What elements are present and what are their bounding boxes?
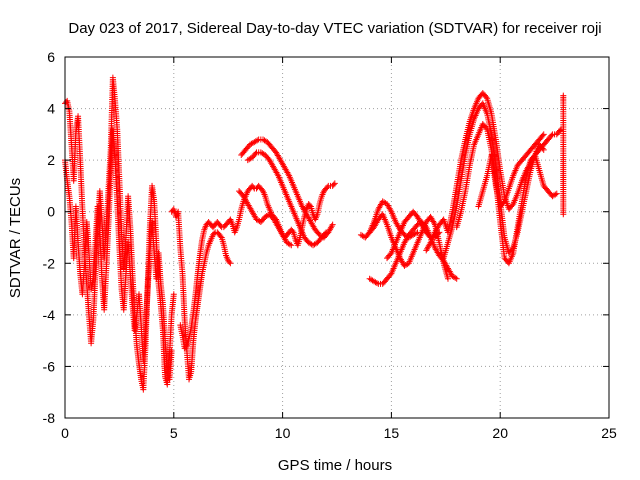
- data-point: [500, 199, 507, 206]
- data-point: [483, 93, 490, 100]
- series-track: [244, 149, 330, 249]
- data-point: [288, 242, 295, 249]
- data-point: [330, 181, 337, 188]
- data-point: [452, 274, 459, 281]
- y-tick-label: 2: [47, 152, 55, 168]
- data-point: [373, 280, 380, 287]
- data-point: [453, 275, 460, 282]
- series-track: [560, 92, 567, 218]
- data-point: [552, 191, 559, 198]
- x-axis-title: GPS time / hours: [278, 457, 392, 474]
- y-tick-label: -6: [43, 358, 56, 374]
- data-point: [329, 221, 336, 228]
- y-tick-label: 4: [47, 101, 55, 117]
- data-point: [540, 146, 547, 153]
- data-points: [62, 74, 567, 393]
- series-track: [168, 206, 234, 383]
- data-point: [548, 132, 555, 139]
- chart-title: Day 023 of 2017, Sidereal Day-to-day VTE…: [68, 20, 601, 37]
- data-point: [226, 258, 233, 265]
- y-tick-label: 0: [47, 204, 55, 220]
- x-axis: 0 5 10 15 20 25: [61, 57, 617, 441]
- data-point: [560, 211, 567, 218]
- y-tick-label: -2: [43, 255, 56, 271]
- series-track: [177, 180, 338, 352]
- y-axis-title: SDTVAR / TECUs: [7, 178, 24, 298]
- y-tick-label: -8: [43, 410, 56, 426]
- data-point: [168, 347, 175, 354]
- x-tick-label: 10: [275, 425, 291, 441]
- x-tick-label: 15: [384, 425, 400, 441]
- data-point: [182, 344, 189, 351]
- data-point: [217, 233, 224, 240]
- x-tick-label: 20: [492, 425, 508, 441]
- data-point: [539, 145, 546, 152]
- data-point: [258, 186, 265, 193]
- plot-frame: [64, 56, 610, 419]
- y-axis: -8 -6 -4 -2 0 2 4 6: [43, 49, 609, 426]
- series-track: [62, 74, 177, 393]
- series-track: [357, 198, 421, 241]
- data-point: [540, 131, 547, 138]
- data-point: [414, 229, 421, 236]
- data-point: [365, 230, 372, 237]
- data-point: [254, 137, 261, 144]
- data-point: [289, 228, 296, 235]
- series-track: [475, 131, 547, 210]
- x-tick-label: 5: [170, 425, 178, 441]
- y-tick-label: -4: [43, 307, 56, 323]
- data-point: [306, 202, 313, 209]
- series-track: [366, 211, 451, 282]
- data-point: [322, 230, 329, 237]
- data-point: [509, 202, 516, 209]
- series-track: [62, 126, 175, 383]
- x-tick-label: 0: [61, 425, 69, 441]
- grid-lines: [65, 57, 609, 418]
- data-point: [413, 230, 420, 237]
- x-tick-label: 25: [601, 425, 617, 441]
- data-point: [252, 150, 259, 157]
- data-point: [227, 260, 234, 267]
- data-point: [553, 190, 560, 197]
- data-point: [387, 251, 394, 258]
- data-point: [539, 132, 546, 139]
- y-tick-label: 6: [47, 49, 55, 65]
- data-point: [331, 180, 338, 187]
- data-point: [324, 184, 331, 191]
- data-point: [323, 229, 330, 236]
- data-point: [444, 275, 451, 282]
- data-point: [483, 124, 490, 131]
- data-point: [170, 291, 177, 298]
- series-track: [236, 188, 295, 249]
- data-point: [286, 241, 293, 248]
- data-point: [387, 271, 394, 278]
- data-point: [557, 127, 564, 134]
